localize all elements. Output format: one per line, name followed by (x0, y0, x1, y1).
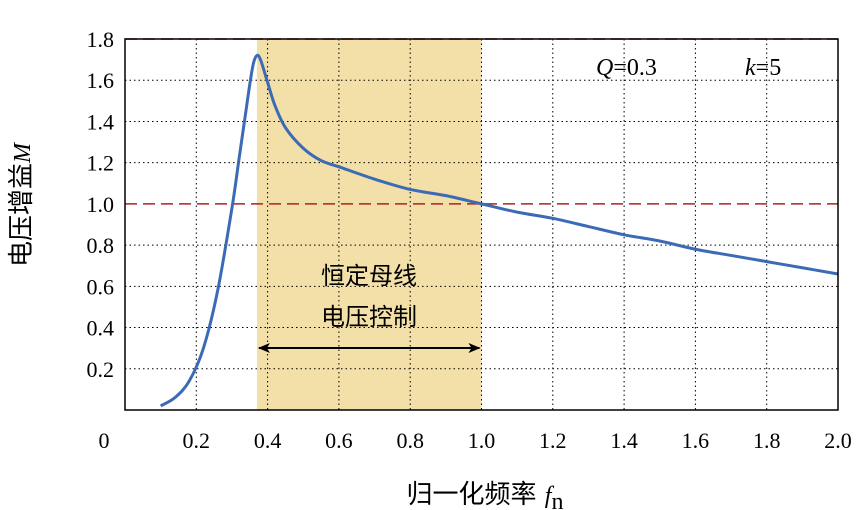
x-tick-label: 1.4 (610, 428, 638, 453)
y-tick-labels: 0.2 0.4 0.6 0.8 1.0 1.2 1.4 1.6 1.8 (87, 27, 115, 382)
y-tick-label: 0.4 (87, 316, 115, 341)
grid-lines (125, 39, 838, 410)
x-tick-label: 0.4 (254, 428, 282, 453)
y-axis-label: 电压增益M (7, 141, 37, 267)
y-tick-label: 1.8 (87, 27, 115, 52)
x-tick-label: 1.8 (753, 428, 781, 453)
y-tick-label: 0.2 (87, 357, 115, 382)
x-tick-label: 1.0 (468, 428, 496, 453)
x-axis-label: 归一化频率 fn (407, 480, 564, 510)
y-tick-label: 1.4 (87, 109, 115, 134)
plot-frame (124, 38, 839, 411)
x-tick-label: 0.6 (325, 428, 353, 453)
y-tick-label: 1.0 (87, 192, 115, 217)
y-tick-label: 1.6 (87, 68, 115, 93)
x-tick-label: 0 (99, 428, 110, 453)
y-tick-label: 1.2 (87, 151, 115, 176)
x-tick-label: 1.6 (682, 428, 710, 453)
x-tick-labels: 0 0.2 0.4 0.6 0.8 1.0 1.2 1.4 1.6 1.8 2.0 (99, 428, 852, 453)
k-param-label: k=5 (745, 55, 781, 81)
q-param-label: Q=0.3 (596, 55, 657, 81)
x-tick-label: 0.8 (396, 428, 424, 453)
x-tick-label: 2.0 (824, 428, 852, 453)
y-tick-label: 0.6 (87, 274, 115, 299)
region-label-line1: 恒定母线 (321, 262, 417, 290)
x-tick-label: 0.2 (183, 428, 211, 453)
series-line (159, 53, 839, 408)
region-label-line2: 电压控制 (321, 303, 417, 331)
x-tick-label: 1.2 (539, 428, 567, 453)
y-tick-label: 0.8 (87, 233, 115, 258)
constant-bus-voltage-region (256, 39, 482, 410)
